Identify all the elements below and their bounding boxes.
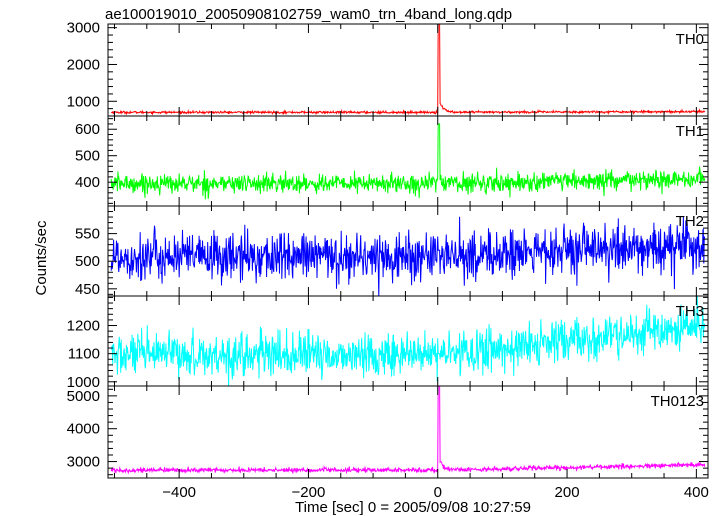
y-tick-label: 550 (75, 226, 100, 243)
x-tick-label: 200 (555, 484, 580, 501)
y-tick-label: 1100 (68, 346, 100, 363)
panel-label-th0123: TH0123 (651, 393, 704, 410)
panel-th2: 450 500 550 TH2 (75, 205, 709, 298)
x-tick-label: −400 (162, 484, 196, 501)
x-tick-label: 400 (684, 484, 709, 501)
series-line-th0123 (110, 386, 706, 475)
panel-th1: 400 500 600 TH1 (75, 115, 709, 207)
series-line-th2 (110, 216, 706, 296)
panel-frame (107, 115, 709, 207)
y-tick-label: 600 (75, 121, 100, 138)
y-tick-label: 1000 (67, 93, 100, 110)
y-tick-label: 4000 (67, 421, 100, 438)
panel-label-th2: TH2 (676, 213, 704, 230)
y-tick-label: 2000 (67, 56, 100, 73)
x-axis-label: Time [sec] 0 = 2005/09/08 10:27:59 (295, 499, 531, 516)
series-line-th0 (110, 24, 706, 116)
y-tick-label: 3000 (67, 454, 100, 471)
y-tick-label: 500 (75, 253, 100, 270)
panel-th3: 1000 1100 1200 TH3 (67, 295, 709, 391)
panel-label-th1: TH1 (676, 123, 704, 140)
panel-label-th0: TH0 (676, 31, 704, 48)
series-line-th1 (110, 123, 706, 200)
panels-group: 1000 2000 3000 TH0 400 500 600 TH1 450 500 550 TH2 1… (67, 20, 709, 479)
y-tick-label: 3000 (67, 20, 100, 37)
panel-th0: 1000 2000 3000 TH0 (67, 20, 709, 117)
x-tick-label: 0 (434, 484, 442, 501)
y-tick-label: 1200 (67, 318, 100, 335)
series-line-th3 (111, 296, 706, 386)
y-axis-label: Counts/sec (33, 220, 50, 296)
panel-frame (107, 385, 709, 479)
y-tick-label: 5000 (67, 388, 100, 405)
y-tick-label: 400 (75, 174, 100, 191)
y-tick-label: 500 (75, 148, 100, 165)
y-tick-label: 1000 (67, 374, 100, 391)
x-axis: −400 −200 0 200 400 (162, 484, 709, 501)
y-tick-label: 450 (75, 281, 100, 298)
panel-frame (107, 23, 709, 117)
panel-label-th3: TH3 (676, 303, 704, 320)
x-tick-label: −200 (292, 484, 326, 501)
panel-th0123: 3000 4000 5000 TH0123 (67, 385, 709, 479)
chart-title: ae100019010_20050908102759_wam0_trn_4ban… (105, 6, 512, 23)
